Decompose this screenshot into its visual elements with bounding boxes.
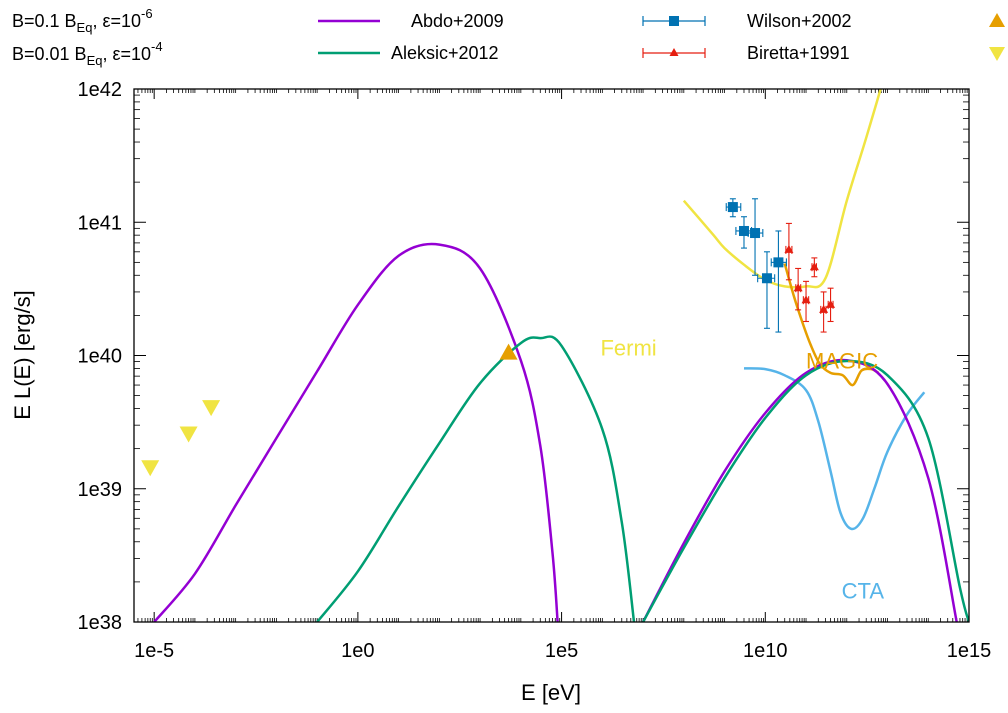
series-line-model-2 (316, 335, 636, 622)
y-axis-label: E L(E) [erg/s] (10, 290, 35, 420)
x-axis-label: E [eV] (521, 680, 581, 705)
data-point-biretta (801, 280, 811, 323)
legend-model-2-label: B=0.01 BEq, ε=10-4 (12, 39, 163, 68)
legend-aleksic-label: Aleksic+2012 (391, 43, 499, 63)
y-tick-label: 1e40 (78, 346, 123, 368)
axes: 1e-5 1e0 1e5 1e10 1e15 1e38 1e39 1e40 1e41 1e42 (78, 79, 992, 662)
square-marker (750, 228, 761, 239)
y-tick-label: 1e39 (78, 479, 123, 501)
square-marker (761, 273, 772, 284)
y-tick-label: 1e42 (78, 79, 123, 101)
sensitivity-label-cta: CTA (842, 579, 885, 604)
series-line-model-1 (153, 242, 559, 622)
x-tick-label: 1e15 (947, 640, 992, 662)
legend-model-1-label: B=0.1 BEq, ε=10-6 (12, 6, 153, 35)
legend: B=0.1 BEq, ε=10-6 B=0.01 BEq, ε=10-4 Abd… (12, 6, 1005, 68)
curves (153, 89, 969, 622)
x-tick-label: 1e10 (743, 640, 788, 662)
sensitivity-curve-fermi (682, 89, 882, 289)
legend-wilson-label: Wilson+2002 (747, 11, 852, 31)
data-points (141, 198, 836, 477)
data-point-biretta (826, 287, 836, 323)
data-point-biretta (784, 222, 794, 281)
sensitivity-curve-cta (743, 367, 926, 531)
square-marker (727, 202, 738, 213)
data-point-biretta (793, 267, 803, 311)
data-point-wilson (770, 230, 787, 333)
square-marker (738, 225, 749, 236)
plot-frame (133, 88, 970, 623)
triangle-marker (819, 304, 829, 313)
sensitivity-curve-magic (783, 263, 880, 387)
y-tick-label: 1e41 (78, 212, 123, 234)
legend-wilson-swatch (642, 16, 706, 26)
sensitivity-label-fermi: Fermi (600, 336, 656, 361)
yellow-lim-marker (141, 460, 160, 477)
triangle-marker (801, 295, 811, 304)
data-point-wilson (725, 198, 742, 218)
data-point-wilson (747, 198, 764, 276)
triangle-marker (784, 244, 794, 253)
series-line-model-1-ic (641, 358, 958, 622)
legend-biretta-label: Biretta+1991 (747, 43, 850, 63)
annotations: Fermi MAGIC CTA (600, 336, 884, 604)
yellow-lim-marker (202, 400, 221, 417)
triangle-marker (809, 262, 819, 271)
data-point-biretta (819, 291, 829, 333)
legend-yellow-triangle (989, 47, 1005, 61)
data-point-wilson (735, 216, 753, 249)
sensitivity-label-magic: MAGIC (806, 348, 878, 373)
y-tick-label: 1e38 (78, 612, 123, 634)
x-tick-label: 1e5 (545, 640, 578, 662)
legend-abdo-label: Abdo+2009 (411, 11, 504, 31)
yellow-lim-marker (179, 426, 198, 443)
orange-uplim-marker (499, 343, 518, 360)
legend-biretta-swatch (642, 48, 706, 58)
data-point-wilson (757, 251, 776, 329)
triangle-marker (793, 283, 803, 292)
square-marker (773, 257, 784, 268)
legend-orange-triangle (989, 13, 1005, 27)
triangle-marker (826, 299, 836, 308)
x-tick-label: 1e-5 (134, 640, 174, 662)
series-line-model-2-ic (642, 359, 969, 622)
data-point-biretta (809, 257, 819, 278)
x-tick-label: 1e0 (341, 640, 374, 662)
